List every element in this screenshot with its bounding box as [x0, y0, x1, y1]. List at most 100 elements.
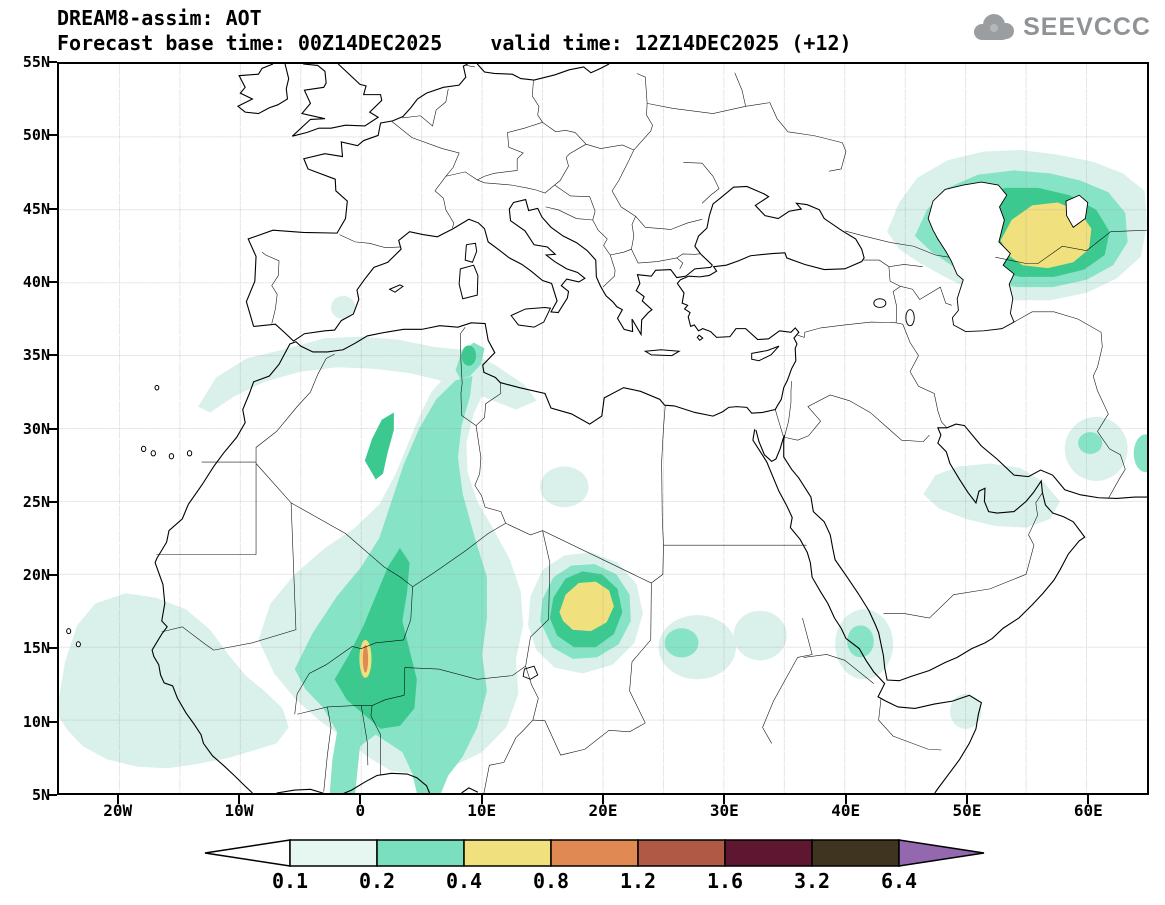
island-canary-4: [187, 451, 191, 456]
aral-sea: [1066, 195, 1088, 227]
aot-region-spain-spot: [331, 295, 356, 320]
coastline-britain: [292, 64, 381, 136]
y-axis-tick: [48, 794, 57, 796]
colorbar-labels: 0.1 0.2 0.4 0.8 1.2 1.6 3.2 6.4: [203, 869, 986, 895]
colorbar-segment: [550, 839, 639, 867]
colorbar-tick-label: 0.8: [532, 869, 570, 893]
aot-region-niger-orange-streak: [362, 645, 369, 673]
colorbar-segment: [376, 839, 465, 867]
island-crete: [645, 350, 679, 356]
aot-region-atlantic-wafrica: [59, 593, 289, 769]
colorbar-tick-label: 0.2: [358, 869, 396, 893]
y-axis-tick-label: 5N: [31, 786, 50, 804]
x-axis-tick: [1087, 795, 1090, 804]
lake-urmia: [906, 310, 914, 326]
island-rhodes: [697, 335, 702, 340]
aot-region-sudan-spot-2: [733, 610, 787, 661]
border-layer: [156, 65, 1147, 793]
y-axis-tick: [48, 134, 57, 137]
coastline-redsea-africa-somalia: [753, 429, 981, 793]
island-canary-3: [169, 454, 173, 459]
aot-region-edge-mint: [1133, 434, 1147, 473]
graticule-layer: [59, 64, 1147, 793]
aot-region-redsea-mint: [847, 625, 874, 658]
y-axis-tick: [48, 280, 57, 283]
y-axis-tick-label: 35N: [22, 346, 50, 365]
island-capeverde-2: [76, 642, 80, 647]
colorbar-tick-label: 0.4: [445, 869, 483, 893]
colorbar-segment: [637, 839, 726, 867]
cloud-icon: [974, 14, 1015, 40]
lake-chad: [523, 666, 538, 679]
island-sicily: [511, 307, 550, 327]
x-axis-tick: [238, 795, 240, 804]
island-madeira: [155, 385, 159, 390]
colorbar-tick-label: 1.2: [619, 869, 657, 893]
coastline-gulf-of-guinea: [277, 773, 478, 793]
map-frame: [57, 62, 1149, 795]
colorbar-segment: [463, 839, 552, 867]
y-axis-tick: [48, 647, 57, 650]
coastline-black-sea-aegean: [677, 186, 864, 343]
island-canary-1: [141, 446, 145, 451]
colorbar: [204, 839, 985, 867]
aot-region-algeria-green: [364, 412, 394, 480]
valid-time: valid time: 12Z14DEC2025 (+12): [490, 31, 852, 55]
x-axis-tick-label: 20W: [103, 801, 133, 820]
island-corsica: [465, 243, 476, 262]
colorbar-tick-label: 0.1: [271, 869, 309, 893]
coastline-ireland: [238, 64, 289, 114]
colorbar-segment: [811, 839, 900, 867]
y-axis-tick: [48, 720, 57, 723]
colorbar-underflow-arrow: [204, 839, 291, 867]
x-axis-tick: [359, 795, 362, 804]
x-axis-tick-label: 20E: [588, 801, 618, 820]
island-sardinia: [459, 265, 478, 299]
x-axis-tick: [480, 795, 483, 804]
lake-van: [874, 299, 886, 308]
aot-region-se-iran-mint: [1078, 432, 1103, 455]
y-axis-tick-label: 10N: [22, 712, 50, 731]
y-axis-tick: [48, 61, 57, 63]
colorbar-tick-label: 6.4: [880, 869, 918, 893]
colorbar-segment: [289, 839, 378, 867]
island-mallorca: [390, 285, 403, 292]
forecast-time-line: Forecast base time: 00Z14DEC2025 valid ti…: [57, 31, 852, 55]
x-axis-tick: [723, 795, 726, 804]
aot-region-libya-spot: [540, 466, 589, 508]
coastline-levant-north-africa: [152, 323, 797, 793]
colorbar-overflow-arrow: [898, 839, 985, 867]
y-axis-tick-label: 25N: [22, 492, 50, 511]
y-axis-tick: [48, 500, 57, 503]
lake-layer: [523, 182, 1088, 679]
forecast-base-time: Forecast base time: 00Z14DEC2025: [57, 31, 443, 55]
coastline-baltic: [477, 64, 609, 80]
island-layer: [67, 243, 779, 646]
island-capeverde-1: [67, 629, 71, 634]
y-axis-tick: [48, 207, 57, 210]
coastline-sinai-arabia-iran: [756, 424, 1147, 681]
caspian-sea: [928, 182, 1014, 331]
y-axis-tick-label: 20N: [22, 566, 50, 585]
x-axis-tick-label: 40E: [831, 801, 861, 820]
logo-text: SEEVCCC: [1023, 12, 1151, 41]
y-axis-tick-label: 40N: [22, 272, 50, 291]
y-axis-tick: [48, 427, 57, 430]
borders-africa: [156, 327, 941, 793]
aot-region-persian-gulf: [923, 463, 1060, 528]
x-axis-tick-label: 60E: [1073, 801, 1103, 820]
island-canary-2: [151, 451, 155, 456]
x-axis-tick-label: 50E: [952, 801, 982, 820]
y-axis-tick-label: 30N: [22, 419, 50, 438]
y-axis-tick: [48, 354, 57, 357]
y-axis-tick-label: 45N: [22, 199, 50, 218]
coastline-layer: [152, 64, 1147, 793]
coastline-europe-atlantic: [246, 64, 467, 326]
x-axis-tick-label: 10W: [224, 801, 254, 820]
y-axis-tick-label: 55N: [22, 53, 50, 71]
aot-region-chad-yellow: [559, 581, 614, 632]
island-cyprus: [752, 346, 779, 361]
x-axis-tick: [844, 795, 847, 804]
x-axis-tick-label: 0: [355, 801, 366, 820]
